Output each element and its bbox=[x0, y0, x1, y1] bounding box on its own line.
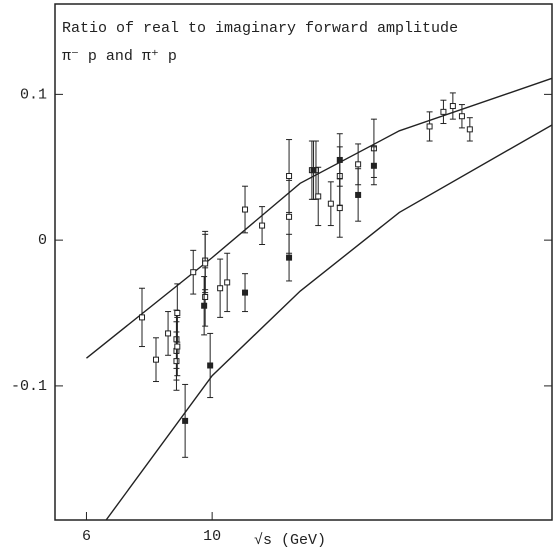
curve bbox=[105, 124, 553, 521]
open-point bbox=[286, 173, 293, 179]
chart-subtitle: π⁻ p and π⁺ p bbox=[62, 48, 177, 65]
open-point bbox=[153, 356, 160, 363]
open-point bbox=[286, 213, 293, 220]
open-point bbox=[259, 222, 266, 229]
open-point bbox=[426, 123, 433, 130]
curve bbox=[86, 77, 553, 359]
y-tick-label: 0.1 bbox=[20, 86, 47, 103]
filled-point bbox=[336, 156, 343, 163]
open-point bbox=[440, 108, 447, 115]
x-axis-label: √s (GeV) bbox=[254, 531, 326, 549]
filled-point bbox=[182, 417, 189, 424]
open-point bbox=[202, 293, 209, 300]
open-point bbox=[224, 279, 231, 286]
open-point bbox=[190, 269, 197, 276]
open-point bbox=[217, 285, 224, 292]
open-point bbox=[242, 206, 249, 213]
open-point bbox=[165, 330, 172, 337]
open-point bbox=[202, 260, 209, 267]
x-tick-label: 10 bbox=[203, 528, 221, 545]
x-tick-label: 6 bbox=[82, 528, 91, 545]
filled-point bbox=[286, 254, 293, 261]
open-point bbox=[449, 103, 456, 110]
plot-frame bbox=[54, 3, 553, 521]
open-point bbox=[466, 126, 473, 133]
open-point bbox=[173, 358, 180, 365]
filled-point bbox=[355, 191, 362, 198]
filled-point bbox=[242, 289, 249, 296]
open-point bbox=[458, 113, 465, 120]
filled-point bbox=[370, 162, 377, 169]
open-point bbox=[315, 193, 322, 200]
chart-title: Ratio of real to imaginary forward ampli… bbox=[62, 20, 458, 37]
open-point bbox=[327, 200, 334, 207]
open-point bbox=[174, 343, 181, 350]
filled-point bbox=[207, 362, 214, 369]
open-point bbox=[355, 161, 362, 168]
y-tick-label: -0.1 bbox=[11, 378, 47, 395]
open-point bbox=[336, 205, 343, 212]
filled-point bbox=[310, 167, 317, 174]
filled-point bbox=[201, 302, 208, 309]
y-tick-label: 0 bbox=[38, 232, 47, 249]
open-point bbox=[174, 310, 181, 317]
open-point bbox=[139, 314, 146, 321]
